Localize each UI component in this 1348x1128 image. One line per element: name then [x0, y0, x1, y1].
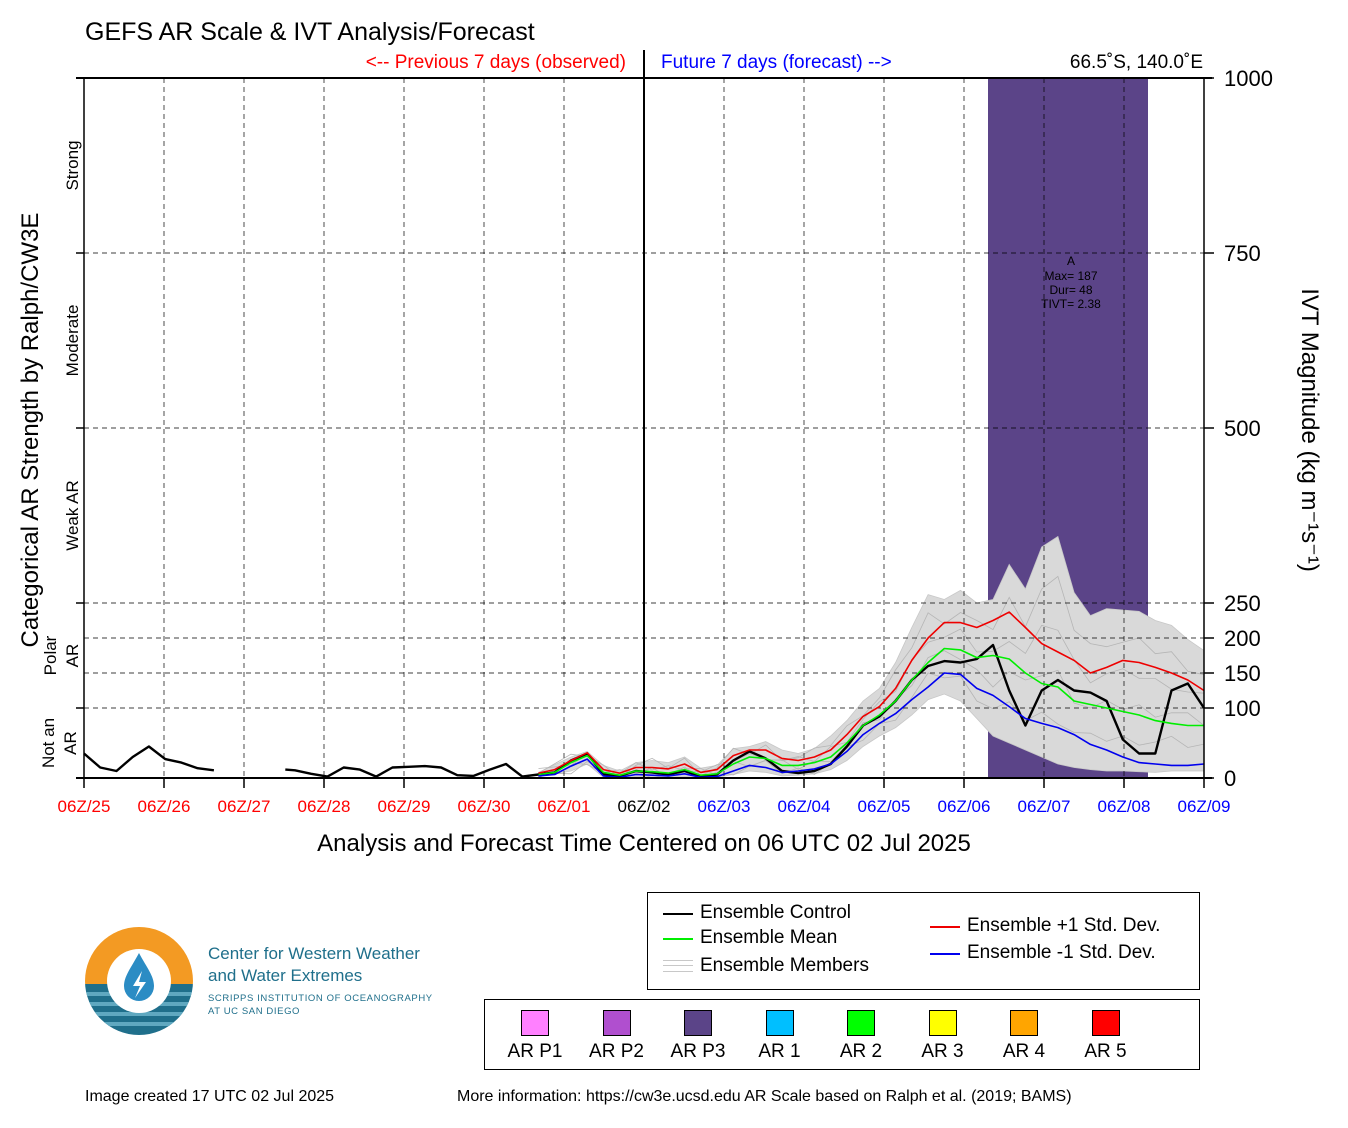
y-tick-label: 100: [1224, 696, 1261, 721]
series-line: [83, 745, 215, 773]
ar-event-stat: Max= 187: [1044, 269, 1097, 283]
category-label: Not an AR: [39, 718, 80, 768]
image-created-note: Image created 17 UTC 02 Jul 2025: [85, 1088, 335, 1105]
series-line: [538, 611, 1205, 774]
category-label: Moderate: [63, 305, 82, 377]
ar-scale-item: AR P2: [576, 1010, 658, 1063]
y-axis-right-label: IVT Magnitude (kg m⁻¹s⁻¹): [1296, 288, 1323, 572]
legend-control-swatch: [663, 913, 693, 915]
ar-scale-label: AR 1: [758, 1041, 801, 1062]
x-tick-label: 06Z/01: [538, 797, 591, 816]
category-label: Strong: [63, 140, 82, 190]
y-tick-label: 200: [1224, 626, 1261, 651]
ar-scale-item: AR 1: [739, 1010, 821, 1063]
ar-event-label: A: [1067, 254, 1075, 268]
ar-scale-label: AR P2: [589, 1041, 644, 1062]
ar-scale-label: AR P3: [670, 1041, 726, 1062]
legend-plus-swatch: [930, 926, 960, 928]
y-tick-label: 750: [1224, 241, 1261, 266]
ar-scale-label: AR 2: [839, 1041, 883, 1062]
series-layer: [83, 611, 1206, 779]
ar-scale-swatch: [847, 1010, 875, 1036]
ar-scale-item: AR 5: [1065, 1010, 1147, 1063]
y-tick-label: 1000: [1224, 66, 1273, 91]
ar-scale-label: AR 5: [1084, 1041, 1127, 1062]
logo-title-line1: Center for Western Weather: [208, 944, 420, 963]
x-tick-label: 06Z/07: [1018, 797, 1071, 816]
legend-minus-label: Ensemble -1 Std. Dev.: [967, 942, 1156, 963]
category-label: Weak AR: [63, 480, 82, 551]
x-tick-label: 06Z/08: [1098, 797, 1151, 816]
ensemble-member-line: [988, 624, 1148, 684]
y-tick-label: 150: [1224, 661, 1261, 686]
legend-minus-swatch: [930, 953, 960, 955]
ar-scale-item: AR P3: [657, 1010, 739, 1063]
legend-mean-label: Ensemble Mean: [700, 927, 838, 948]
x-tick-label: 06Z/03: [698, 797, 751, 816]
ar-event-stat: TIVT= 2.38: [1041, 297, 1101, 311]
ar-scale-label: AR 3: [921, 1041, 964, 1062]
legend-members-label: Ensemble Members: [700, 955, 869, 976]
x-tick-label: 06Z/06: [938, 797, 991, 816]
ar-scale-item: AR P1: [494, 1010, 576, 1063]
y-tick-label: 500: [1224, 416, 1261, 441]
x-tick-label: 06Z/26: [138, 797, 191, 816]
logo-subtitle-line2: AT UC SAN DIEGO: [208, 1006, 301, 1017]
ar-scale-swatch: [765, 1010, 794, 1036]
future-days-label: Future 7 days (forecast) -->: [661, 52, 892, 73]
x-tick-label: 06Z/02: [618, 797, 671, 816]
ensemble-member-line: [988, 701, 1148, 746]
legend-control-label: Ensemble Control: [700, 902, 852, 923]
legend-members-swatch: [663, 960, 693, 972]
x-tick-label: 06Z/30: [458, 797, 511, 816]
location-label: 66.5˚S, 140.0˚E: [1070, 52, 1203, 73]
ivt-chart: GEFS AR Scale & IVT Analysis/Forecast <-…: [17, 18, 1323, 857]
x-tick-label: 06Z/05: [858, 797, 911, 816]
legend-plus-label: Ensemble +1 Std. Dev.: [967, 915, 1161, 936]
more-info-note: More information: https://cw3e.ucsd.edu …: [457, 1088, 1072, 1105]
ar-scale-swatch: [521, 1010, 549, 1036]
y-tick-label: 0: [1224, 766, 1236, 791]
ensemble-member-line: [988, 575, 1148, 648]
x-tick-label: 06Z/09: [1178, 797, 1231, 816]
ar-scale-item: AR 4: [983, 1010, 1065, 1063]
logo-title-line2: and Water Extremes: [208, 966, 363, 985]
category-label: Polar AR: [41, 635, 82, 675]
x-tick-label: 06Z/27: [218, 797, 271, 816]
ar-scale-swatch: [602, 1010, 631, 1036]
x-tick-label: 06Z/29: [378, 797, 431, 816]
logo-subtitle-line1: SCRIPPS INSTITUTION OF OCEANOGRAPHY: [208, 993, 433, 1004]
ar-scale-swatch: [928, 1010, 957, 1036]
y-tick-label: 250: [1224, 591, 1261, 616]
x-tick-label: 06Z/28: [298, 797, 351, 816]
x-tick-label: 06Z/04: [778, 797, 831, 816]
x-axis-label: Analysis and Forecast Time Centered on 0…: [317, 830, 971, 857]
ar-scale-swatch: [1091, 1010, 1120, 1036]
series-legend: Ensemble Control Ensemble Mean Ensemble …: [647, 892, 1200, 990]
ar-event-stat: Dur= 48: [1049, 283, 1092, 297]
series-line: [538, 647, 1204, 777]
previous-days-label: <-- Previous 7 days (observed): [366, 52, 626, 73]
ar-scale-swatch: [684, 1010, 712, 1036]
legend-mean-swatch: [663, 938, 693, 940]
ar-scale-swatch: [1010, 1010, 1038, 1036]
y-axis-left-label: Categorical AR Strength by Ralph/CW3E: [17, 213, 44, 648]
ar-scale-legend: AR P1 AR P2 AR P3 AR 1 AR 2 AR 3 AR 4 AR 5: [484, 999, 1200, 1070]
ensemble-members-band: [988, 535, 1148, 773]
x-tick-label: 06Z/25: [58, 797, 111, 816]
ar-scale-label: AR 4: [1002, 1041, 1046, 1062]
cw3e-emblem-icon: [85, 927, 193, 1035]
cw3e-logo: Center for Western Weather and Water Ext…: [84, 926, 484, 1046]
axes: 06Z/25 06Z/26 06Z/27 06Z/28 06Z/29 06Z/30 06Z/…: [39, 50, 1273, 816]
chart-title: GEFS AR Scale & IVT Analysis/Forecast: [85, 18, 535, 46]
ar-scale-item: AR 3: [902, 1010, 984, 1063]
ar-scale-item: AR 2: [820, 1010, 902, 1063]
series-line: [538, 672, 1205, 779]
ar-scale-label: AR P1: [507, 1041, 563, 1062]
